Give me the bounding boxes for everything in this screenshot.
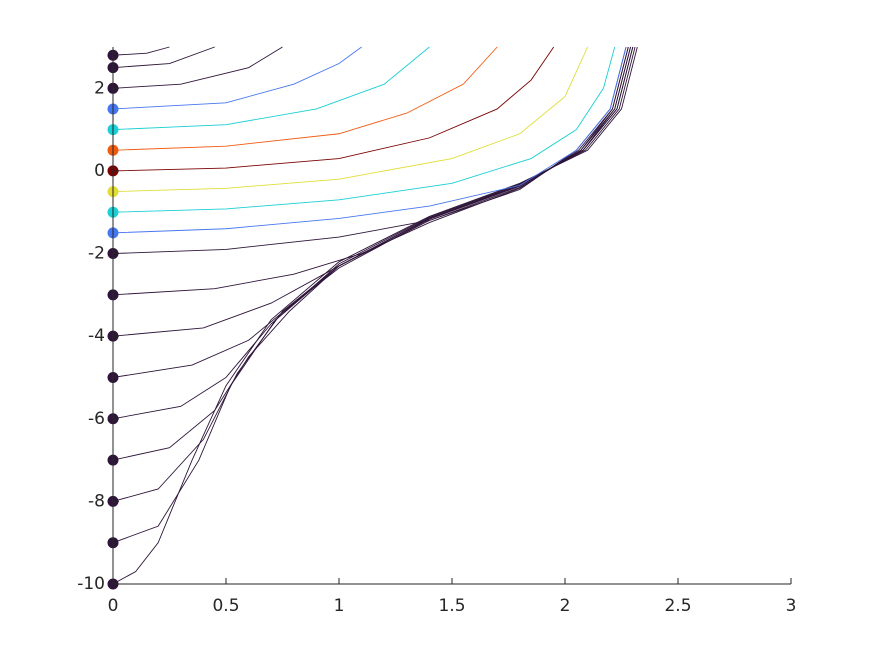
y-tick-label: 2 [94,78,105,98]
x-tick-label: 0 [108,596,119,616]
curve [112,46,430,131]
y-tick-label: -6 [88,409,105,429]
curve [112,46,634,502]
curve [112,46,629,296]
curve [112,46,215,69]
curve [112,46,283,89]
curve [112,46,634,461]
curve [112,46,627,254]
y-tick-label: -10 [77,574,105,594]
curve [112,46,589,193]
y-tick-label: -8 [88,491,105,511]
curve [112,46,636,544]
curve [112,46,616,213]
x-tick-label: 0.5 [212,596,239,616]
x-tick-label: 1.5 [438,596,465,616]
x-tick-label: 2.5 [664,596,691,616]
y-tick-label: -2 [88,244,105,264]
curve [112,46,170,56]
y-tick-label: -4 [88,326,105,346]
x-tick-label: 1 [334,596,345,616]
curve [112,46,627,234]
curve [112,46,362,110]
curve [112,46,631,378]
y-tick-label: 0 [94,161,105,181]
curve [112,46,498,151]
curve [112,46,631,420]
curve [112,46,555,172]
curve [112,46,629,337]
x-tick-label: 2 [560,596,571,616]
curve [112,46,638,585]
x-tick-label: 3 [786,596,797,616]
